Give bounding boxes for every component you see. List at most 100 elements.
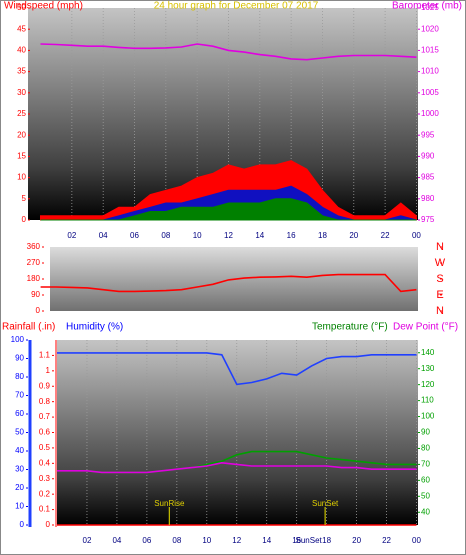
y-tick-label: 25 — [17, 109, 26, 118]
y-tick-label: 10 — [15, 502, 24, 511]
y-tick-label: 270 — [27, 258, 41, 267]
y-tick-label: 130 — [421, 364, 435, 373]
y-tick-label: 70 — [421, 460, 430, 469]
y-tick-label: 20 — [17, 130, 26, 139]
y-tick-label: 0.2 — [39, 489, 51, 498]
x-tick-label: 20 — [352, 536, 361, 545]
y-tick-label: 0.5 — [39, 443, 51, 452]
series-area — [40, 198, 417, 221]
x-tick-label: 06 — [142, 536, 151, 545]
dewpoint-label: Dew Point (°F) — [393, 322, 458, 333]
y-tick-label: 60 — [421, 475, 430, 484]
y-tick-label: 0 — [20, 520, 25, 529]
x-tick-label: 18 — [318, 231, 327, 240]
wind-label: Windspeed (mph) — [4, 1, 83, 12]
x-tick-label: 00 — [412, 231, 421, 240]
y-tick-label: N — [436, 305, 444, 317]
x-tick-label: 10 — [193, 231, 202, 240]
y-tick-label: 5 — [22, 194, 27, 203]
y-tick-label: 0 — [22, 215, 27, 224]
y-tick-label: 0.7 — [39, 412, 51, 421]
y-tick-label: 90 — [31, 290, 40, 299]
x-tick-label: 02 — [83, 536, 92, 545]
y-tick-label: 100 — [11, 335, 25, 344]
x-tick-label: 10 — [202, 536, 211, 545]
y-tick-label: 0.9 — [39, 381, 51, 390]
x-tick-label: 08 — [172, 536, 181, 545]
x-tick-label: 06 — [130, 231, 139, 240]
y-tick-label: 0.6 — [39, 428, 51, 437]
y-tick-label: 1025 — [421, 3, 439, 12]
series-line — [40, 43, 417, 61]
x-tick-label: 20 — [349, 231, 358, 240]
y-tick-label: 990 — [421, 152, 435, 161]
y-tick-label: 50 — [421, 491, 430, 500]
y-tick-label: 0.1 — [39, 505, 51, 514]
y-tick-label: 1.1 — [39, 351, 51, 360]
y-tick-label: 1 — [46, 366, 51, 375]
y-tick-label: 0.3 — [39, 474, 51, 483]
y-tick-label: 1015 — [421, 46, 439, 55]
y-tick-label: 985 — [421, 173, 435, 182]
y-tick-label: 30 — [17, 88, 26, 97]
y-tick-label: 80 — [15, 372, 24, 381]
series-line — [57, 352, 417, 386]
y-tick-label: 110 — [421, 396, 434, 405]
y-tick-label: 10 — [17, 173, 26, 182]
y-tick-label: 975 — [421, 215, 435, 224]
x-tick-label: 18 — [322, 536, 331, 545]
y-tick-label: 45 — [17, 24, 26, 33]
y-tick-label: 140 — [421, 348, 435, 357]
y-tick-label: S — [436, 273, 443, 285]
y-tick-label: 1000 — [421, 109, 439, 118]
y-tick-label: 0 — [36, 306, 41, 315]
y-tick-label: 0.8 — [39, 397, 51, 406]
y-tick-label: 40 — [17, 46, 26, 55]
y-tick-label: 0 — [46, 520, 51, 529]
x-tick-label: 14 — [262, 536, 271, 545]
y-tick-label: 35 — [17, 67, 26, 76]
x-tick-label: 12 — [224, 231, 233, 240]
y-tick-label: 360 — [27, 242, 41, 251]
y-tick-label: 1020 — [421, 24, 439, 33]
y-tick-label: 0.4 — [39, 458, 51, 467]
y-tick-label: 30 — [15, 465, 24, 474]
sun-label: SunSet — [312, 499, 339, 508]
y-tick-label: W — [435, 257, 446, 269]
x-tick-label: 16 — [287, 231, 296, 240]
title: 24 hour graph for December 07 2017 — [154, 1, 319, 12]
y-tick-label: 1010 — [421, 67, 439, 76]
sun-axis-label: SunSet — [296, 536, 323, 545]
y-tick-label: 50 — [17, 3, 26, 12]
x-tick-label: 12 — [232, 536, 241, 545]
y-tick-label: 70 — [15, 391, 24, 400]
y-tick-label: 180 — [27, 274, 41, 283]
y-tick-label: 120 — [421, 380, 435, 389]
x-tick-label: 08 — [161, 231, 170, 240]
x-tick-label: 22 — [381, 231, 390, 240]
sun-label: SunRise — [154, 499, 185, 508]
temperature-label: Temperature (°F) — [312, 322, 388, 333]
y-tick-label: E — [436, 289, 443, 301]
y-tick-label: 40 — [421, 507, 430, 516]
y-tick-label: 1005 — [421, 88, 439, 97]
x-tick-label: 04 — [99, 231, 108, 240]
rainfall-label: Rainfall (.in) — [2, 322, 55, 333]
y-tick-label: 60 — [15, 409, 24, 418]
series-line — [40, 273, 417, 293]
y-tick-label: 20 — [15, 483, 24, 492]
x-tick-label: 00 — [412, 536, 421, 545]
x-tick-label: 16 — [292, 536, 301, 545]
y-tick-label: 980 — [421, 194, 435, 203]
y-tick-label: 100 — [421, 412, 435, 421]
y-tick-label: 50 — [15, 428, 24, 437]
y-tick-label: 90 — [421, 428, 430, 437]
barometer-label: Barometer (mb) — [392, 1, 462, 12]
x-tick-label: 14 — [255, 231, 264, 240]
humidity-panel-bg — [57, 340, 418, 525]
x-tick-label: 22 — [382, 536, 391, 545]
humidity-label: Humidity (%) — [66, 322, 123, 333]
y-tick-label: 90 — [15, 354, 24, 363]
y-tick-label: 40 — [15, 446, 24, 455]
